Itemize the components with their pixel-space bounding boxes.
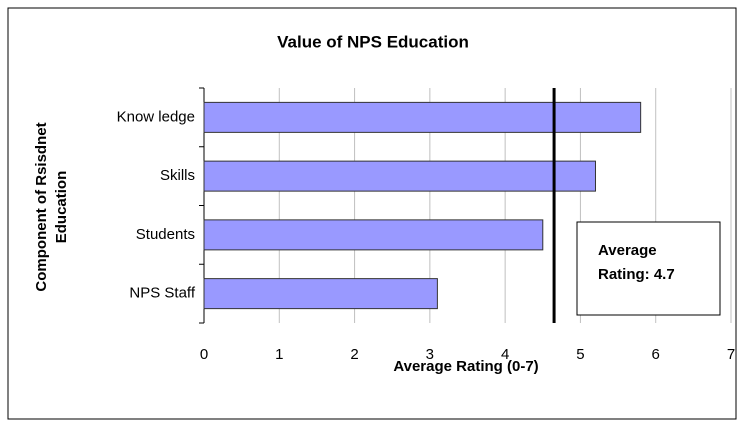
bar: [203, 219, 544, 251]
y-axis-label-line: Component of Rsisdnet: [33, 122, 50, 291]
chart-title: Value of NPS Education: [277, 32, 469, 51]
annotation-box: [576, 221, 721, 316]
y-axis-label: Component of Rsisdnet Education: [33, 122, 70, 291]
x-tick-label: 2: [350, 346, 358, 363]
bar: [203, 278, 438, 310]
y-tick-label: NPS Staff: [129, 285, 195, 302]
x-tick-label: 7: [727, 346, 735, 363]
y-tick-label: Students: [136, 226, 195, 243]
x-tick-label: 4: [501, 346, 509, 363]
x-axis-label: Average Rating (0-7): [393, 358, 538, 375]
x-tick-label: 0: [200, 346, 208, 363]
y-tick-label: Know ledge: [117, 108, 195, 125]
bar: [203, 101, 642, 133]
y-axis-label-line: Education: [53, 171, 70, 244]
annotation-text: Rating: 4.7: [598, 266, 675, 283]
x-tick-label: 3: [426, 346, 434, 363]
x-tick-label: 1: [275, 346, 283, 363]
x-tick-label: 5: [576, 346, 584, 363]
annotation-text: Average: [598, 242, 657, 259]
chart-frame: [7, 7, 737, 420]
bar: [203, 160, 596, 192]
x-tick-label: 6: [652, 346, 660, 363]
y-tick-label: Skills: [160, 167, 195, 184]
